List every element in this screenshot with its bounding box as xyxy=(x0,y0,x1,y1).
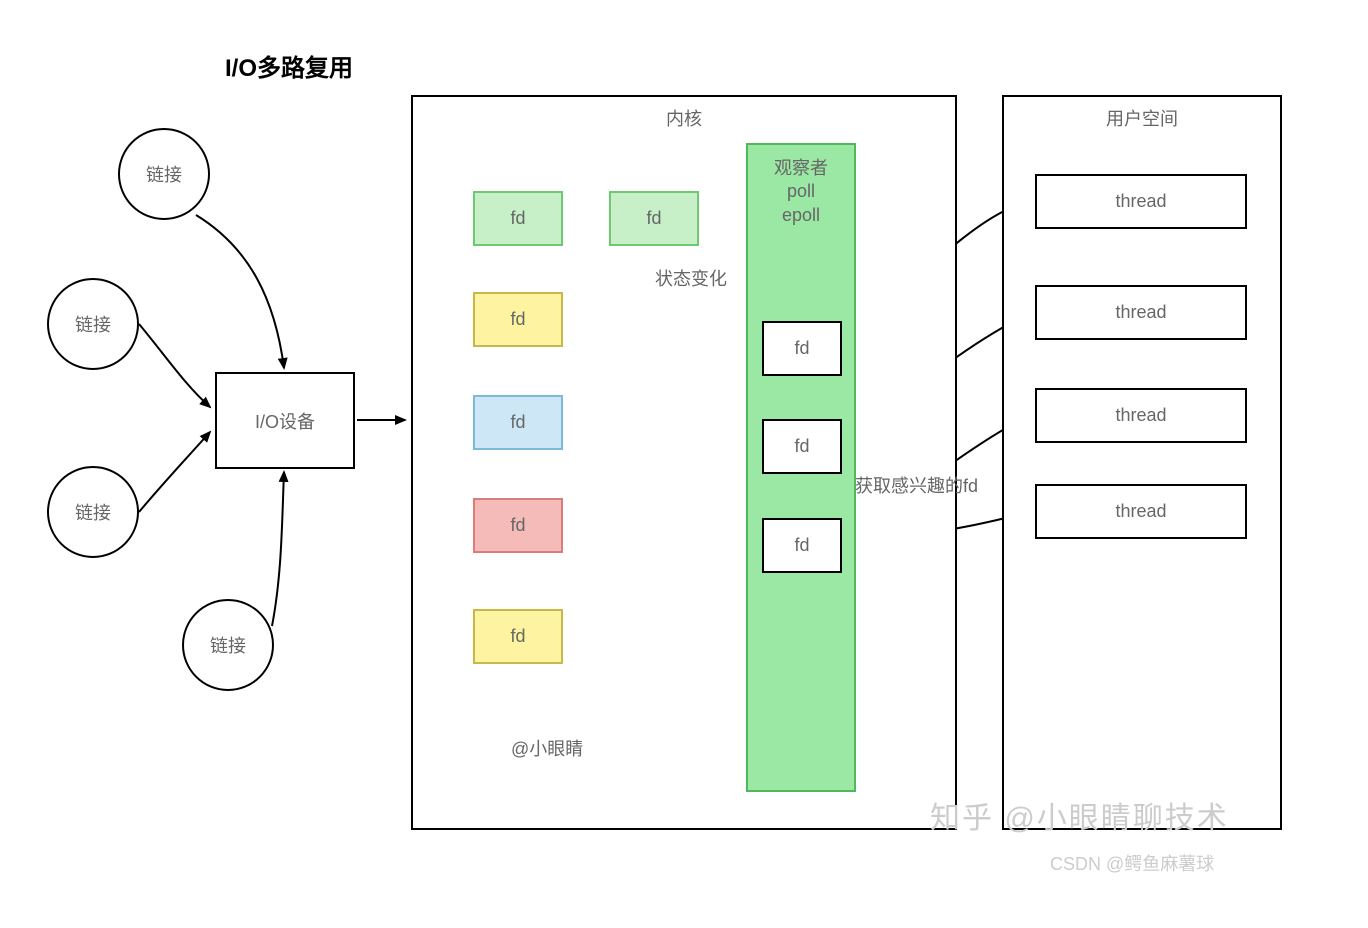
io-device-label: I/O设备 xyxy=(255,408,315,434)
thread-box: thread xyxy=(1035,388,1247,443)
thread-box: thread xyxy=(1035,174,1247,229)
connection-label: 链接 xyxy=(75,311,111,337)
fd-label: fd xyxy=(510,309,525,330)
state-change-label: 状态变化 xyxy=(655,265,727,291)
observer-title-line: 观察者 xyxy=(774,158,828,178)
thread-box: thread xyxy=(1035,285,1247,340)
diagram-title-text: I/O多路复用 xyxy=(225,55,353,82)
fd-label: fd xyxy=(794,338,809,359)
kernel-label: 内核 xyxy=(413,105,955,131)
connection-node-4: 链接 xyxy=(182,599,274,691)
thread-label: thread xyxy=(1115,501,1166,522)
interest-label: 获取感兴趣的fd xyxy=(855,472,978,498)
observer-label: 观察者 poll epoll xyxy=(748,157,854,227)
observer-title-line: poll xyxy=(787,181,815,201)
fd-box: fd xyxy=(473,609,563,664)
fd-box: fd xyxy=(473,498,563,553)
edge-arrow xyxy=(196,215,284,368)
fd-box: fd xyxy=(473,191,563,246)
fd-label: fd xyxy=(510,412,525,433)
thread-label: thread xyxy=(1115,302,1166,323)
csdn-watermark: CSDN @鳄鱼麻薯球 xyxy=(1050,850,1214,876)
thread-label: thread xyxy=(1115,405,1166,426)
connection-label: 链接 xyxy=(210,632,246,658)
fd-label: fd xyxy=(646,208,661,229)
fd-box: fd xyxy=(473,395,563,450)
io-device-box: I/O设备 xyxy=(215,372,355,469)
connection-label: 链接 xyxy=(146,161,182,187)
fd-label: fd xyxy=(510,626,525,647)
connection-node-3: 链接 xyxy=(47,466,139,558)
diagram-title: I/O多路复用 xyxy=(225,48,353,83)
thread-box: thread xyxy=(1035,484,1247,539)
observer-title-line: epoll xyxy=(782,205,820,225)
observer-fd-slot: fd xyxy=(762,321,842,376)
fd-label: fd xyxy=(794,535,809,556)
edge-arrow xyxy=(272,472,284,626)
observer-fd-slot: fd xyxy=(762,419,842,474)
fd-label: fd xyxy=(794,436,809,457)
fd-label: fd xyxy=(510,208,525,229)
zhihu-watermark: 知乎 @小眼睛聊技术 xyxy=(930,793,1229,837)
credit-label: @小眼睛 xyxy=(511,735,583,761)
connection-label: 链接 xyxy=(75,499,111,525)
fd-box: fd xyxy=(609,191,699,246)
edge-arrow xyxy=(139,432,210,512)
thread-label: thread xyxy=(1115,191,1166,212)
fd-box: fd xyxy=(473,292,563,347)
observer-fd-slot: fd xyxy=(762,518,842,573)
connection-node-2: 链接 xyxy=(47,278,139,370)
user-space-label: 用户空间 xyxy=(1004,105,1280,131)
edge-arrow xyxy=(139,324,210,407)
connection-node-1: 链接 xyxy=(118,128,210,220)
fd-label: fd xyxy=(510,515,525,536)
